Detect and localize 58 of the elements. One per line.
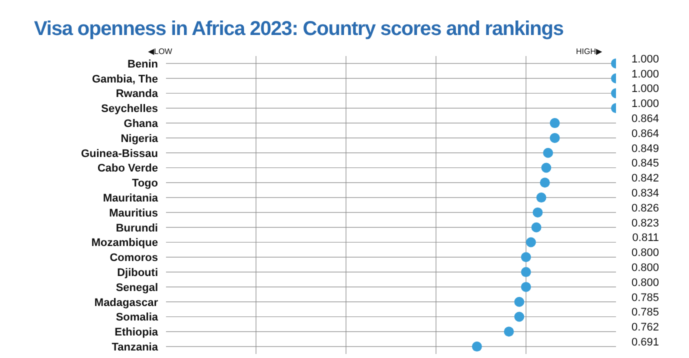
y-tick-label: Ethiopia [114, 326, 159, 339]
point [532, 207, 543, 218]
data-label: 0.849 [631, 142, 659, 155]
y-tick-label: Madagascar [94, 296, 159, 309]
data-label: 0.845 [631, 158, 659, 170]
y-tick-label: Somalia [116, 312, 159, 324]
data-label: 0.811 [632, 232, 659, 244]
annotation: HIGH▶ [576, 47, 602, 56]
y-tick-label: Seychelles [101, 103, 158, 116]
data-label: 1.000 [631, 53, 659, 66]
data-label: 0.785 [631, 292, 659, 304]
data-label: 0.864 [631, 128, 659, 140]
point [514, 296, 524, 307]
y-tick-label: Comoros [110, 252, 158, 264]
annotation: ◀LOW [148, 47, 172, 56]
data-label: 1.000 [631, 83, 659, 96]
data-label: 0.762 [631, 322, 659, 334]
y-tick-label: Mauritius [109, 207, 158, 220]
point [550, 118, 560, 128]
data-label: 0.842 [631, 172, 659, 185]
point [521, 282, 531, 292]
data-label: 0.800 [631, 276, 659, 289]
point [526, 237, 536, 248]
y-tick-label: Tanzania [112, 341, 159, 354]
point [531, 222, 542, 232]
y-tick-label: Senegal [116, 282, 158, 294]
point [521, 252, 531, 262]
y-tick-label: Cabo Verde [97, 162, 158, 175]
data-label: 0.826 [631, 202, 659, 214]
y-tick-label: Mauritania [102, 192, 159, 204]
chart-title: Visa openness in Africa 2023: Country scores and rankings [34, 18, 564, 41]
y-tick-label: Rwanda [116, 88, 159, 100]
data-label: 0.800 [631, 247, 659, 260]
point [543, 148, 554, 158]
point [514, 312, 524, 322]
data-label: 1.000 [631, 98, 659, 110]
y-tick-label: Mozambique [91, 237, 158, 250]
y-tick-label: Gambia, The [92, 73, 158, 86]
y-tick-label: Benin [127, 58, 158, 70]
y-tick-label: Djibouti [117, 266, 158, 279]
data-label: 0.691 [631, 336, 659, 349]
point [504, 326, 514, 337]
data-label: 0.785 [631, 306, 659, 319]
y-tick-label: Guinea-Bissau [80, 148, 158, 160]
point [550, 132, 560, 143]
data-label: 1.000 [631, 68, 659, 80]
data-label: 0.864 [631, 113, 659, 126]
y-tick-label: Nigeria [120, 132, 159, 145]
y-tick-label: Burundi [116, 222, 158, 234]
y-tick-label: Ghana [124, 118, 159, 130]
point [541, 162, 552, 173]
data-label: 0.823 [631, 217, 659, 230]
data-label: 0.834 [631, 188, 659, 200]
point [521, 267, 531, 278]
point [536, 192, 546, 203]
y-tick-label: Togo [132, 178, 158, 190]
data-label: 0.800 [631, 262, 659, 274]
point [540, 178, 550, 188]
